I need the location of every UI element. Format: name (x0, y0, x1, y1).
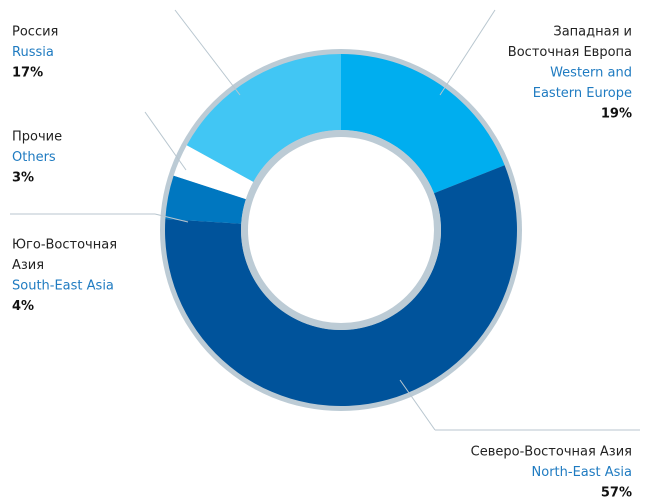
leader-line (144, 111, 187, 171)
label-en: Western and (550, 66, 632, 81)
slices (165, 54, 517, 407)
value-label: 4% (12, 299, 34, 314)
slice (341, 54, 505, 194)
label-ru: Прочие (12, 130, 62, 145)
label-ru: Восточная Европа (508, 45, 632, 60)
label-ru: Юго-Восточная (12, 238, 117, 253)
slice (173, 145, 254, 200)
leader-line (439, 9, 496, 96)
slice (165, 175, 246, 224)
label-en: North-East Asia (532, 465, 632, 480)
label-en: South-East Asia (12, 279, 114, 294)
slice (186, 54, 341, 182)
label-en: Russia (12, 45, 54, 60)
label-en: Eastern Europe (533, 86, 632, 101)
label-en: Others (12, 150, 56, 165)
value-label: 19% (601, 107, 632, 122)
value-label: 57% (601, 486, 632, 499)
slice (165, 165, 517, 407)
value-label: 3% (12, 171, 34, 186)
label-ru: Северо-Восточная Азия (471, 445, 632, 460)
hole (248, 137, 434, 323)
leader-line (154, 213, 189, 223)
leader-line (174, 9, 241, 96)
leader-line (399, 379, 436, 431)
label-ru: Азия (12, 258, 44, 273)
label-ru: Западная и (553, 25, 632, 40)
label-ru: Россия (12, 25, 58, 40)
value-label: 17% (12, 66, 43, 81)
